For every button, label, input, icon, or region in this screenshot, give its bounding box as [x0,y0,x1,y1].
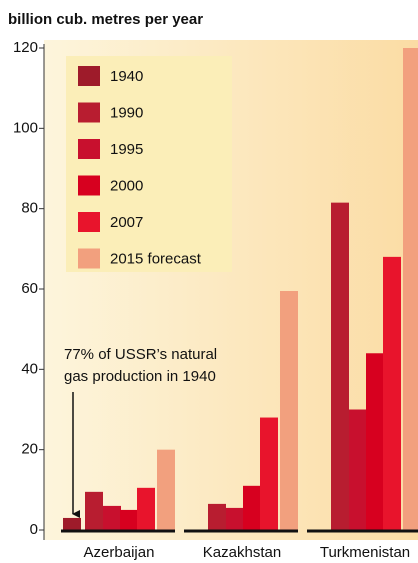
y-tick-label: 40 [21,360,38,377]
y-tick-label: 100 [13,119,38,136]
legend-swatch [78,212,100,232]
x-tick-label: Kazakhstan [203,544,281,561]
legend-label: 2007 [110,214,143,231]
legend-swatch [78,66,100,86]
y-tick-label: 60 [21,280,38,297]
legend-label: 2015 forecast [110,250,202,267]
legend-label: 2000 [110,177,143,194]
annotation: 77% of USSR’s natural [64,346,217,363]
legend-swatch [78,248,100,269]
bar [226,507,244,530]
legend-box [66,56,232,272]
y-tick-label: 20 [21,441,38,458]
x-tick-label: Azerbaijan [84,544,155,561]
legend-swatch [78,102,100,123]
bar [403,48,418,530]
y-tick-label: 80 [21,200,38,217]
bar [120,509,138,530]
bar [85,491,103,530]
bar [366,353,384,530]
legend-label: 1995 [110,141,143,158]
bar [349,409,367,530]
bar [63,517,81,530]
bar [383,256,401,530]
bar [137,487,155,530]
legend-label: 1940 [110,68,143,85]
bar [157,449,175,530]
x-tick-label: Turkmenistan [320,544,410,561]
bar [280,291,298,530]
bar [243,485,261,530]
chart-title: billion cub. metres per year [8,11,203,28]
legend-label: 1990 [110,104,143,121]
y-tick-label: 120 [13,39,38,56]
bar [260,417,278,530]
bar [208,503,226,530]
legend-swatch [78,139,100,159]
bar [103,505,121,530]
y-tick-label: 0 [30,521,38,538]
annotation: gas production in 1940 [64,368,216,385]
legend-swatch [78,175,100,196]
bar [331,202,349,530]
